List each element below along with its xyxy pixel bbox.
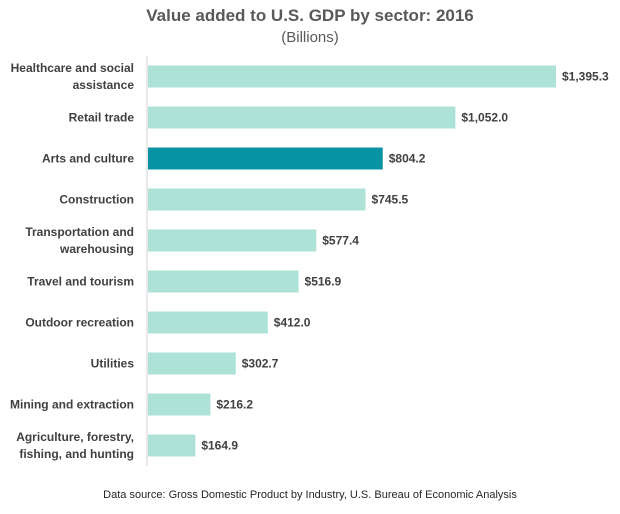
category-label: Construction — [59, 193, 134, 207]
value-label: $302.7 — [242, 357, 279, 371]
value-label: $1,395.3 — [562, 70, 609, 84]
value-label: $745.5 — [372, 193, 409, 207]
value-label: $216.2 — [216, 398, 253, 412]
bar — [148, 311, 268, 334]
chart-subtitle: (Billions) — [281, 29, 339, 46]
bar — [148, 393, 211, 416]
bar — [148, 434, 196, 457]
value-label: $1,052.0 — [461, 111, 508, 125]
bar — [148, 352, 236, 375]
chart-title: Value added to U.S. GDP by sector: 2016 — [146, 6, 474, 25]
category-label: Travel and tourism — [27, 275, 134, 289]
bar — [148, 270, 299, 293]
category-label: Utilities — [91, 357, 135, 371]
bar — [148, 65, 556, 88]
bar — [148, 229, 317, 252]
category-label: Mining and extraction — [10, 398, 134, 412]
category-label: Outdoor recreation — [25, 316, 134, 330]
category-label: Agriculture, forestry, fishing, and hunti… — [16, 430, 134, 461]
value-label: $804.2 — [389, 152, 426, 166]
value-label: $164.9 — [201, 439, 238, 453]
bar — [148, 147, 383, 170]
category-label: Healthcare and social assistance — [11, 61, 135, 92]
value-label: $516.9 — [305, 275, 342, 289]
category-label: Retail trade — [69, 111, 135, 125]
bar — [148, 106, 456, 129]
value-label: $577.4 — [322, 234, 359, 248]
category-label: Arts and culture — [42, 152, 134, 166]
category-label: Transportation and warehousing — [25, 225, 134, 256]
value-label: $412.0 — [274, 316, 311, 330]
bar — [148, 188, 366, 211]
data-source-note: Data source: Gross Domestic Product by I… — [103, 489, 517, 501]
